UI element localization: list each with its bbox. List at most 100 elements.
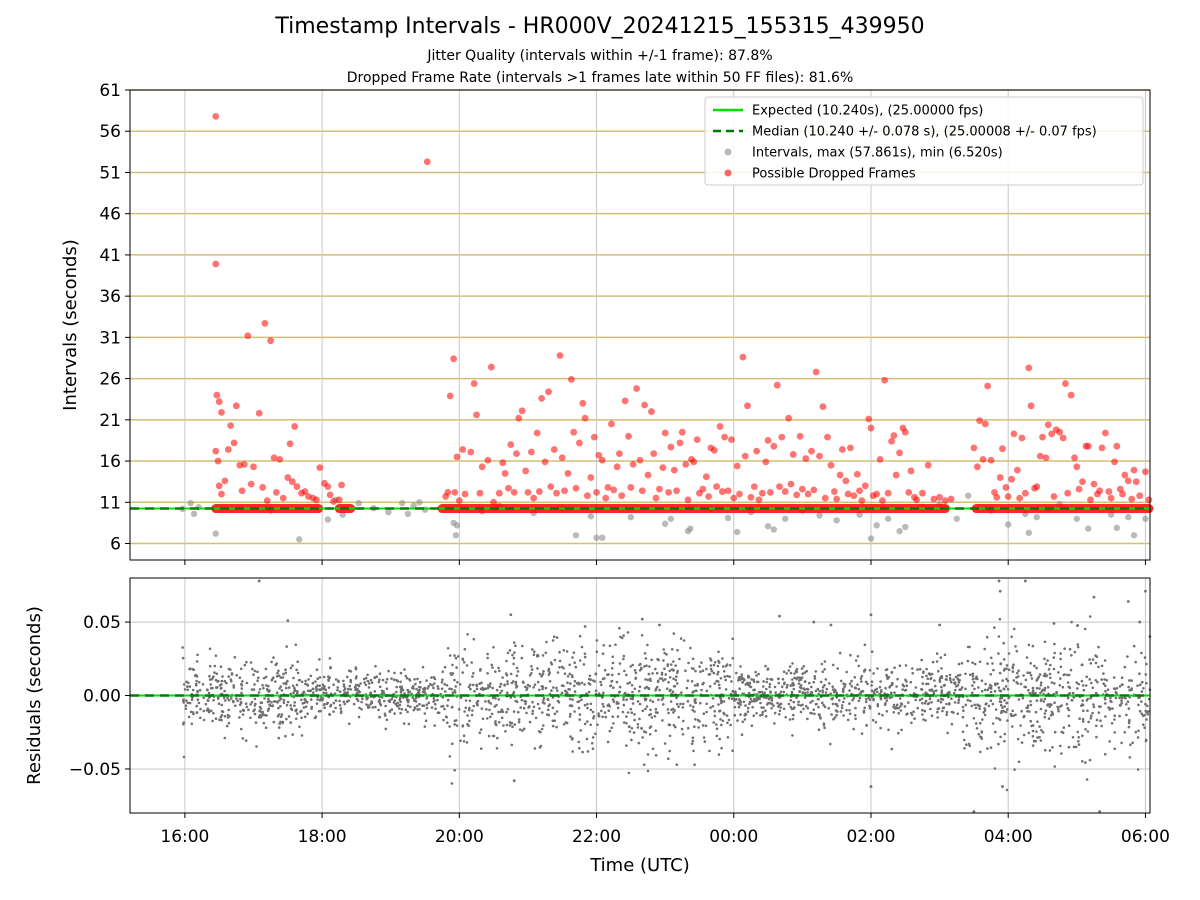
residual-point	[586, 706, 589, 710]
residual-point	[670, 648, 674, 651]
residual-point	[945, 674, 948, 678]
residual-point	[861, 690, 865, 693]
residual-point	[952, 711, 955, 714]
residual-point	[570, 674, 574, 677]
residual-point	[463, 710, 466, 713]
residual-point	[973, 703, 976, 707]
residual-point	[852, 727, 855, 731]
residual-point	[1057, 707, 1060, 711]
residual-point	[545, 713, 549, 716]
residual-point	[436, 698, 439, 702]
residual-point	[1002, 710, 1006, 713]
residual-point	[569, 712, 572, 716]
residual-point	[898, 664, 902, 667]
residual-point	[323, 702, 326, 706]
interval-point	[599, 534, 606, 541]
residual-point	[1097, 711, 1101, 714]
residual-point	[524, 685, 527, 689]
residual-point	[828, 682, 831, 685]
residual-point	[510, 721, 514, 725]
residual-point	[668, 676, 672, 679]
residual-point	[506, 707, 510, 711]
residual-point	[487, 699, 491, 703]
residual-point	[470, 713, 474, 717]
residual-point	[879, 680, 882, 683]
residual-point	[239, 710, 242, 713]
residual-point	[757, 672, 760, 676]
residual-point	[268, 689, 271, 692]
residual-point	[1103, 698, 1107, 701]
residual-point	[436, 685, 440, 688]
residual-point	[486, 656, 490, 660]
residual-point	[500, 708, 504, 711]
residual-point	[661, 719, 664, 722]
residual-point	[1118, 714, 1121, 718]
residual-point	[668, 734, 672, 738]
residual-point	[539, 730, 542, 734]
residual-point	[608, 644, 612, 648]
dropped-frame-point	[853, 470, 861, 478]
residual-point	[913, 717, 916, 720]
residual-point	[848, 712, 852, 716]
residual-point	[726, 721, 729, 725]
residual-point	[296, 671, 300, 675]
residual-point	[1047, 668, 1051, 671]
residual-point	[981, 718, 984, 721]
x-tick-label: 18:00	[298, 827, 347, 847]
residual-point	[1040, 698, 1043, 701]
residual-point	[1145, 718, 1148, 721]
residual-point	[730, 680, 733, 683]
residual-point	[456, 655, 460, 658]
residual-point	[1017, 760, 1021, 764]
interval-point	[355, 499, 362, 507]
residual-point	[627, 725, 631, 729]
residual-point	[1031, 644, 1035, 648]
residual-point	[675, 702, 679, 706]
residual-point	[433, 682, 436, 685]
dropped-frame-point	[602, 494, 610, 502]
residual-point	[291, 664, 294, 667]
dropped-frame-point	[272, 488, 280, 496]
residual-point	[1105, 679, 1109, 682]
x-tick-label: 16:00	[160, 827, 209, 847]
residual-point	[1042, 700, 1046, 703]
residual-point	[986, 747, 989, 750]
residual-point	[1035, 686, 1039, 690]
residual-point	[854, 659, 858, 662]
residual-point	[1084, 728, 1087, 731]
residual-point	[578, 659, 582, 662]
residual-point	[812, 708, 815, 711]
dropped-frame-point	[291, 423, 299, 430]
dropped-frame-point	[984, 382, 992, 390]
residual-point	[681, 706, 685, 709]
residual-point	[578, 746, 581, 750]
residuals-series	[181, 579, 1152, 813]
residual-point	[316, 677, 320, 680]
residual-point	[446, 721, 449, 724]
interval-point	[212, 530, 219, 537]
residual-point	[638, 663, 641, 667]
residual-point	[187, 715, 191, 719]
residual-point	[948, 676, 952, 680]
residual-point	[870, 650, 874, 653]
residual-point	[497, 710, 500, 714]
residual-point	[764, 709, 767, 712]
residual-point	[994, 683, 997, 687]
residual-point	[272, 720, 276, 724]
residual-point	[277, 669, 280, 673]
residual-point	[879, 696, 883, 699]
residual-point	[465, 664, 469, 667]
residual-point	[1043, 689, 1046, 692]
residual-point	[548, 680, 552, 683]
residual-point	[1077, 740, 1080, 743]
residual-point	[1120, 701, 1123, 705]
residual-point	[733, 705, 737, 709]
residual-point	[670, 708, 673, 711]
residual-point	[523, 699, 526, 703]
residual-point	[738, 687, 741, 690]
residual-point	[940, 689, 944, 692]
residual-point	[289, 721, 293, 724]
residual-point	[374, 705, 377, 709]
dropped-frame-point	[789, 451, 797, 458]
dropped-frame-point	[450, 355, 458, 363]
